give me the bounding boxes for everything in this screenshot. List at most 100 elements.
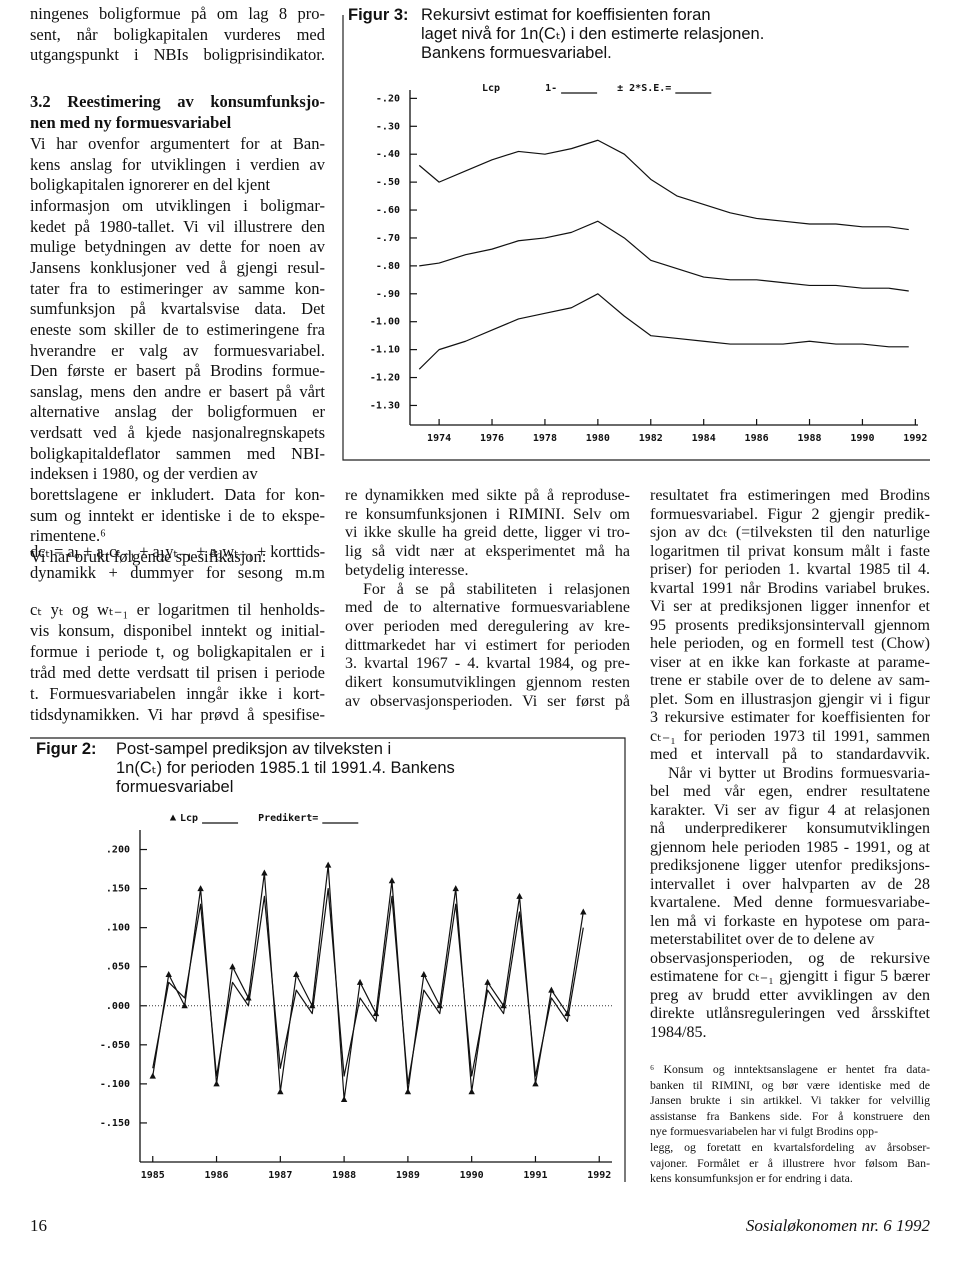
point-marker xyxy=(516,892,523,899)
text-line: lig så vidt nær at eksperimentet må ha xyxy=(345,543,630,561)
text-line: formue i periode t, og boligkapitalen er… xyxy=(30,642,325,661)
text-line: intervallet i over halvparten av de 28 xyxy=(650,875,930,893)
figure-title: formuesvariabel xyxy=(116,778,234,796)
page-number: 16 xyxy=(30,1216,47,1235)
text-line: eneste som skiller de to estimeringene f… xyxy=(30,319,325,339)
text-line: indeksen i 1980, og der verdien av xyxy=(30,464,258,484)
figure-label: Figur 2: xyxy=(36,740,97,758)
point-marker xyxy=(197,885,204,892)
text-line: len må vi forkaste en hypotese om para- xyxy=(650,912,930,930)
text-line: utgangspunkt i NBIs boligprisindikator. xyxy=(30,45,325,64)
text-line: over perioden med deregulering av kre- xyxy=(345,617,630,635)
point-marker xyxy=(213,1080,220,1087)
legend-label: 1- xyxy=(545,83,557,94)
text-line: boligkapitalen ignorerer en del kjent xyxy=(30,175,271,195)
legend-label: Lcp xyxy=(180,813,198,824)
point-marker xyxy=(436,1002,443,1009)
text-line: 3 rekursive estimater for koeffisienten … xyxy=(650,709,930,726)
text-line: priser) for perioden 1. kvartal 1985 til… xyxy=(650,561,930,578)
y-tick-label: -.40 xyxy=(376,149,400,160)
y-tick-label: -1.10 xyxy=(370,345,400,356)
text-line: resultatet fra estimeringen med Brodins xyxy=(650,487,930,504)
x-tick-label: 1990 xyxy=(460,1170,484,1181)
text-line: vajoner. Formålet er å illustrere hvor f… xyxy=(650,1155,930,1170)
series-line xyxy=(152,887,584,1085)
point-marker xyxy=(356,978,364,985)
point-marker xyxy=(532,1080,539,1087)
text-line: 3.2 Reestimering av konsumfunksjo- xyxy=(30,92,325,111)
x-tick-label: 1978 xyxy=(533,433,557,444)
x-tick-label: 1988 xyxy=(332,1170,356,1181)
y-tick-label: .000 xyxy=(106,1001,130,1012)
text-line: observasjonsperioden, og de rekursive xyxy=(650,949,930,967)
point-marker xyxy=(293,971,300,978)
y-tick-label: -.150 xyxy=(100,1118,130,1129)
text-line: nye formuesvariabelen har vi fulgt Brodi… xyxy=(650,1124,879,1139)
text-line: borettslagene er inkludert. Data for kon… xyxy=(30,485,325,505)
text-line: cₜ₋₁ for perioden 1973 til 1991, sammen xyxy=(650,727,930,745)
text-line: verdsatt ved å kjede nasjonalregnskapets xyxy=(30,423,325,443)
text-line: ningenes boligformue på om lag 8 pro- xyxy=(30,4,325,23)
x-tick-label: 1974 xyxy=(427,433,451,444)
text-line: betydelig interesse. xyxy=(345,561,469,579)
y-tick-label: -.20 xyxy=(376,93,400,104)
text-line: tater fra to estimeringer av samme kon- xyxy=(30,278,325,298)
text-line: viser at en ikke kan forkaste at parame- xyxy=(650,653,930,671)
text-line: plet. Som en illustrasjon gjengir vi i f… xyxy=(650,690,930,708)
text-line: prediksjonene ligger utenfor prediksjons… xyxy=(650,857,930,874)
point-marker xyxy=(404,1088,412,1095)
text-line: karakter. Vi ser av figur 4 at relasjone… xyxy=(650,801,930,819)
text-line: banken til RIMINI, og bør være identiske… xyxy=(650,1077,930,1092)
y-tick-label: -.90 xyxy=(376,289,400,300)
text-line: kvartal 1991 når Brodins variabel brukes… xyxy=(650,579,930,597)
y-tick-label: .150 xyxy=(106,884,130,895)
point-marker xyxy=(324,861,332,868)
legend-marker xyxy=(169,814,177,821)
text-line: trene er stabile over de to delene av sa… xyxy=(650,672,930,689)
x-tick-label: 1992 xyxy=(903,433,927,444)
text-line: kens konsumfunksjon er for endring i dat… xyxy=(650,1171,853,1186)
point-marker xyxy=(468,1088,475,1095)
text-line: vis konsum, disponibel inntekt og initia… xyxy=(30,621,325,640)
text-line: med et intervall på to standardavvik. xyxy=(650,746,930,763)
text-line: boligkapitaldeflator sammen med NBI- xyxy=(30,443,325,463)
point-marker xyxy=(181,1002,188,1009)
x-tick-label: 1976 xyxy=(480,433,504,444)
text-line: Vi har ovenfor argumentert for at Ban- xyxy=(30,134,325,153)
x-tick-label: 1990 xyxy=(850,433,874,444)
series-line xyxy=(418,139,909,231)
point-marker xyxy=(229,963,236,970)
text-line: Vi ser at prediksjonen ligger innenfor e… xyxy=(650,598,930,615)
figure-title: Bankens formuesvariabel. xyxy=(421,44,612,62)
y-tick-label: -.80 xyxy=(376,261,400,272)
x-tick-label: 1987 xyxy=(268,1170,292,1181)
y-tick-label: .050 xyxy=(106,962,130,973)
text-line: rimentene.⁶ xyxy=(30,526,106,546)
legend-label: Predikert= xyxy=(258,812,318,824)
x-tick-label: 1991 xyxy=(523,1170,547,1181)
x-tick-label: 1986 xyxy=(745,433,769,444)
point-marker xyxy=(245,994,252,1001)
text-line: re konsumfunksjonen i RIMINI. Selv om xyxy=(345,505,630,523)
figure-2-frame xyxy=(30,737,626,1182)
figure-label: Figur 3: xyxy=(348,6,409,24)
text-line: cₜ yₜ og wₜ₋₁ er logaritmen til henholds… xyxy=(30,600,325,619)
point-marker xyxy=(580,908,587,915)
text-line: bel med vår egen, endrer resultatene xyxy=(650,783,930,800)
text-line: sanslag, mens den andre er basert på vår… xyxy=(30,381,325,401)
text-line: alternative anslag der boligformuen er xyxy=(30,402,325,422)
series-line xyxy=(152,864,584,1101)
point-marker xyxy=(484,978,491,985)
text-line: 1984/85. xyxy=(650,1023,707,1041)
point-marker xyxy=(372,1010,380,1017)
y-tick-label: -.050 xyxy=(100,1040,130,1051)
figure-title: Post-sampel prediksjon av tilveksten i xyxy=(116,740,392,758)
x-tick-label: 1986 xyxy=(204,1170,228,1181)
series-line xyxy=(418,293,909,370)
y-tick-label: -1.00 xyxy=(370,317,400,328)
point-marker xyxy=(548,986,555,993)
text-line: legg, og foretatt en kvartalsfordeling a… xyxy=(650,1140,930,1154)
point-marker xyxy=(261,869,268,876)
